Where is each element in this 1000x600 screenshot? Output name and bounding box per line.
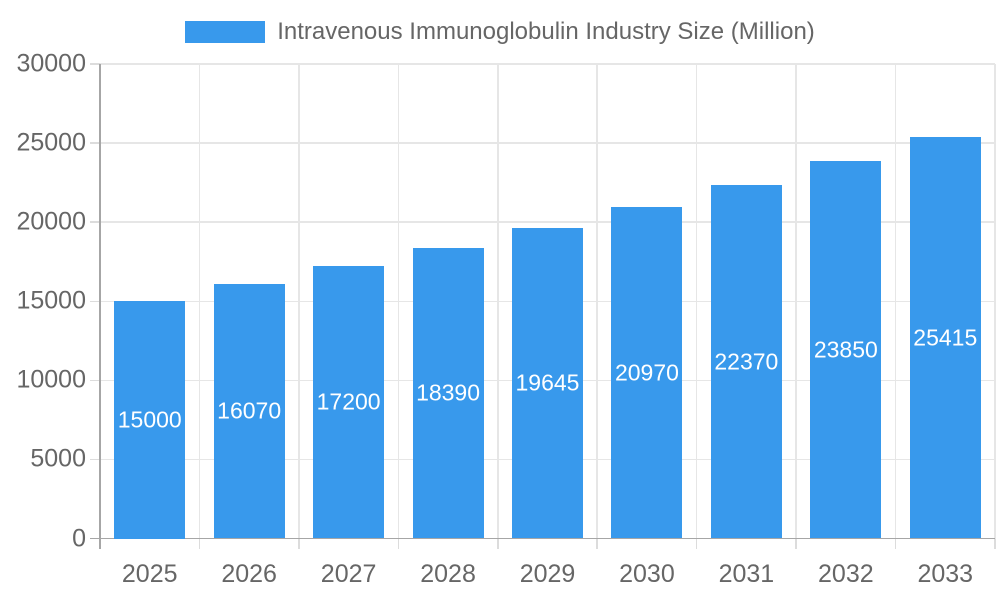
x-tick-mark <box>99 538 101 549</box>
x-tick-label: 2028 <box>420 560 476 588</box>
y-tick-label: 0 <box>72 524 86 552</box>
y-tick-label: 25000 <box>16 128 86 157</box>
x-tick-mark <box>298 538 300 549</box>
x-tick-label: 2026 <box>221 560 277 588</box>
y-gridline <box>100 63 995 65</box>
bar <box>114 301 186 539</box>
x-gridline <box>198 64 201 539</box>
bar-value-label: 19645 <box>515 369 580 396</box>
x-gridline <box>397 64 400 539</box>
x-gridline <box>695 64 698 539</box>
bar-value-label: 22370 <box>714 348 779 375</box>
bar-value-label: 15000 <box>117 406 182 433</box>
x-gridline <box>596 64 598 539</box>
x-tick-mark <box>596 538 598 549</box>
y-tick-label: 15000 <box>16 286 86 315</box>
bar <box>313 266 385 539</box>
legend-label: Intravenous Immunoglobulin Industry Size… <box>277 18 815 45</box>
y-tick-mark <box>90 458 100 461</box>
x-tick-label: 2025 <box>121 560 178 588</box>
legend-swatch <box>185 21 266 43</box>
bar-value-label: 18390 <box>416 379 481 406</box>
bar <box>512 227 583 539</box>
y-gridline <box>100 142 995 144</box>
bar-value-label: 25415 <box>913 324 978 350</box>
x-axis-line <box>90 537 995 540</box>
x-tick-label: 2033 <box>917 560 974 588</box>
bar-value-label: 23850 <box>813 336 878 363</box>
bar <box>611 206 683 539</box>
x-gridline <box>795 64 797 539</box>
y-gridline <box>100 221 995 223</box>
y-tick-mark <box>90 221 100 223</box>
x-tick-mark <box>795 538 797 549</box>
x-tick-label: 2030 <box>619 560 675 588</box>
bar-value-label: 20970 <box>614 359 679 386</box>
bar <box>909 136 981 539</box>
y-tick-label: 30000 <box>16 49 86 78</box>
x-tick-label: 2032 <box>818 560 874 588</box>
bar-value-label: 17200 <box>316 388 381 415</box>
bar <box>710 184 782 539</box>
y-tick-mark <box>90 300 100 302</box>
x-tick-mark <box>994 538 996 549</box>
x-gridline <box>894 64 897 539</box>
chart-legend: Intravenous Immunoglobulin Industry Size… <box>0 16 1000 48</box>
x-tick-mark <box>198 538 201 549</box>
x-tick-mark <box>695 538 698 549</box>
y-tick-label: 10000 <box>16 365 86 394</box>
y-tick-label: 5000 <box>30 444 86 473</box>
x-tick-label: 2029 <box>519 560 576 588</box>
x-tick-mark <box>497 538 499 549</box>
bar <box>213 284 285 539</box>
y-tick-label: 20000 <box>16 207 86 236</box>
bar <box>810 161 882 539</box>
x-tick-label: 2027 <box>320 560 377 588</box>
bar <box>412 247 484 539</box>
x-tick-mark <box>894 538 897 549</box>
x-gridline <box>994 64 996 539</box>
y-axis-line <box>99 64 101 539</box>
y-tick-mark <box>90 142 100 144</box>
x-tick-label: 2031 <box>718 560 775 588</box>
x-tick-mark <box>397 538 400 549</box>
y-tick-mark <box>90 379 100 382</box>
y-tick-mark <box>90 63 100 65</box>
x-gridline <box>497 64 499 539</box>
bar-value-label: 16070 <box>217 397 282 424</box>
x-gridline <box>298 64 300 539</box>
